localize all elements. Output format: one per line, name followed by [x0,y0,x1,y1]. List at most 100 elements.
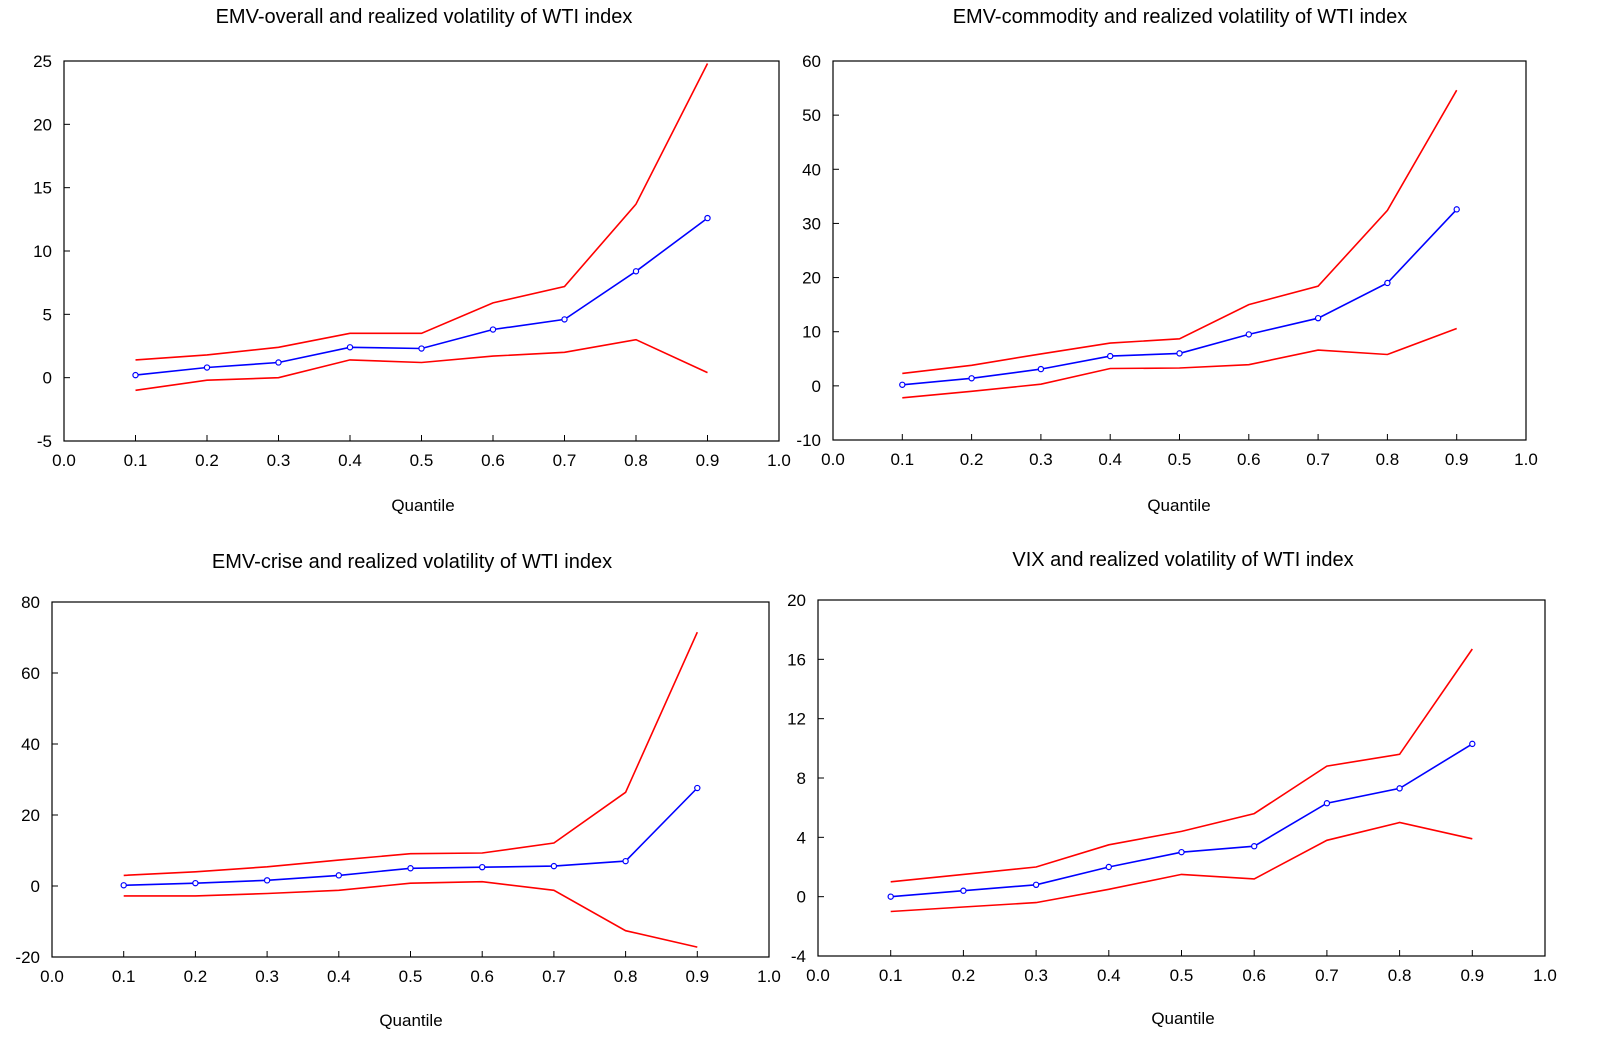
y-tick-label: 50 [802,106,821,125]
x-tick-label: 0.2 [184,967,208,986]
x-tick-label: 0.5 [410,451,434,470]
x-tick-label: 0.0 [40,967,64,986]
data-point [346,344,354,351]
y-tick-label: 0 [31,877,40,896]
series-line-upper [890,648,1473,883]
plot-frame [817,599,1546,957]
y-tick-label: 20 [787,591,806,610]
x-tick-label: 0.7 [553,451,577,470]
x-tick-label: 0.6 [1242,966,1266,985]
y-tick-label: 8 [797,769,806,788]
y-tick-label: 25 [33,52,52,71]
data-point [1032,881,1040,889]
y-tick-label: 10 [33,242,52,261]
data-point [335,872,342,879]
y-tick-label: 30 [802,214,821,233]
data-point [1396,785,1403,792]
y-tick-label: 20 [33,115,52,134]
y-tick-label: 10 [802,323,821,342]
x-tick-label: 0.4 [1097,966,1121,985]
y-tick-label: 20 [802,269,821,288]
data-point [632,268,640,275]
data-point [1037,365,1045,373]
x-axis-label: Quantile [379,1011,443,1030]
chart-title: EMV-overall and realized volatility of W… [215,6,633,28]
x-tick-label: 0.5 [1170,966,1194,985]
x-tick-label: 0.1 [879,966,903,985]
data-point [899,381,906,388]
x-axis-label: Quantile [391,496,455,515]
data-point [489,326,497,333]
data-point [1245,331,1253,338]
x-tick-label: 0.3 [267,451,291,470]
x-tick-label: 1.0 [1533,966,1557,985]
series-line-lower [902,327,1457,399]
x-tick-label: 0.2 [195,451,219,470]
data-point [1106,352,1114,360]
y-tick-label: 60 [802,52,821,71]
x-tick-label: 0.5 [399,967,423,986]
data-point [1314,314,1322,322]
x-tick-label: 1.0 [757,967,781,986]
x-tick-label: 0.3 [1024,966,1048,985]
data-point [407,865,414,872]
x-tick-label: 0.4 [327,967,351,986]
y-tick-label: -4 [791,947,806,966]
y-tick-label: 0 [43,369,52,388]
series-line-lower [123,880,698,948]
y-tick-label: 5 [43,305,52,324]
data-point [192,879,199,887]
x-tick-label: 0.1 [112,967,136,986]
y-tick-label: 16 [787,650,806,669]
chart-title: EMV-commodity and realized volatility of… [952,6,1408,28]
data-point [132,371,139,379]
series-line-lower [135,338,708,392]
data-point [622,857,629,865]
data-point [550,862,558,870]
x-tick-label: 0.6 [1237,450,1261,469]
y-tick-label: 40 [802,160,821,179]
y-tick-label: -5 [37,432,52,451]
x-tick-label: 0.5 [1168,450,1192,469]
series-line-lower [890,821,1473,913]
chart-title: VIX and realized volatility of WTI index [1012,549,1354,571]
y-tick-label: 4 [797,828,806,847]
data-point [479,863,486,871]
y-tick-label: 60 [21,664,40,683]
x-axis-label: Quantile [1151,1009,1215,1028]
x-tick-label: 1.0 [767,451,791,470]
x-tick-label: 0.3 [1029,450,1053,469]
x-tick-label: 0.0 [821,450,845,469]
x-tick-label: 0.1 [890,450,914,469]
data-point [704,214,711,222]
data-point [275,359,282,366]
x-tick-label: 0.9 [685,967,709,986]
x-tick-label: 0.2 [960,450,984,469]
y-tick-label: 0 [797,888,806,907]
chart-title: EMV-crise and realized volatility of WTI… [211,551,613,573]
x-tick-label: 0.8 [624,451,648,470]
series-line-upper [902,89,1458,375]
x-tick-label: 0.8 [1376,450,1400,469]
data-point [968,375,975,382]
data-point [1384,279,1391,287]
x-tick-label: 0.7 [1315,966,1339,985]
x-tick-label: 1.0 [1514,450,1538,469]
x-tick-label: 0.1 [124,451,148,470]
data-point [960,887,967,894]
x-tick-label: 0.7 [1306,450,1330,469]
x-axis-label: Quantile [1147,496,1211,515]
y-tick-label: 12 [787,710,806,729]
data-point [1178,848,1185,856]
x-tick-label: 0.9 [1445,450,1469,469]
data-point [1176,350,1183,357]
x-tick-label: 0.7 [542,967,566,986]
series-line-upper [135,63,709,361]
y-tick-label: 20 [21,806,40,825]
x-tick-label: 0.3 [255,967,279,986]
data-point [263,877,271,884]
data-point [1453,206,1460,213]
data-point [694,784,701,792]
